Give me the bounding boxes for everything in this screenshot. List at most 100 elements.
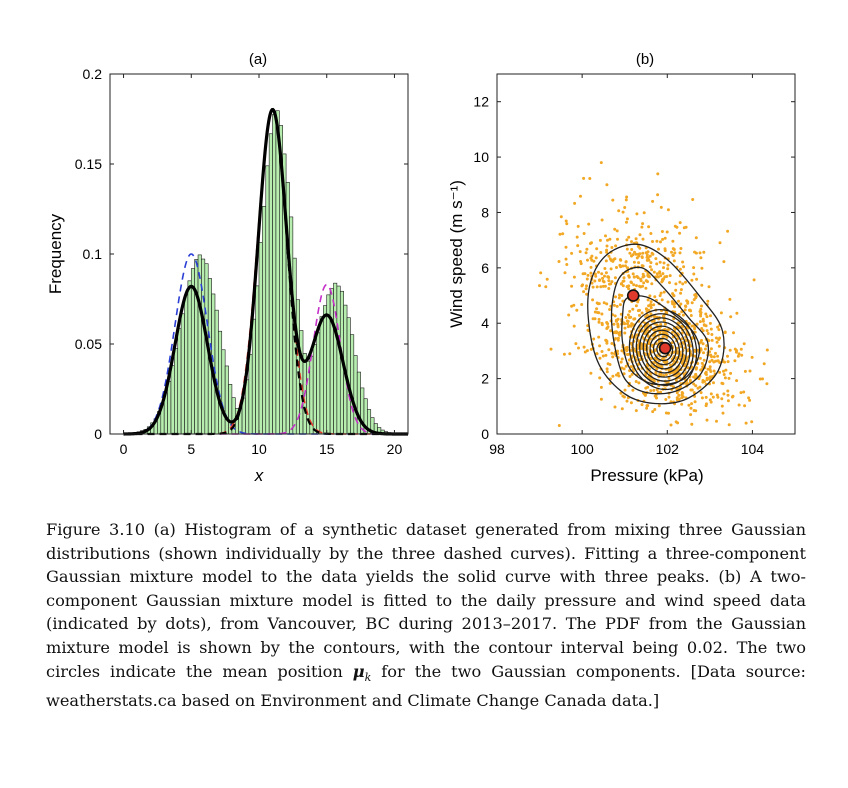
data-point [654, 257, 658, 261]
data-point [665, 230, 669, 234]
data-point [567, 313, 571, 317]
data-point [671, 239, 675, 243]
data-point [656, 391, 660, 394]
data-point [624, 260, 628, 264]
data-point [701, 380, 705, 384]
data-point [582, 176, 586, 180]
data-point [662, 290, 666, 294]
data-point [692, 266, 696, 270]
data-point [575, 235, 579, 239]
data-point [636, 244, 640, 248]
data-point [659, 390, 663, 394]
data-point [737, 352, 741, 356]
data-point [700, 361, 704, 365]
data-point [659, 205, 663, 209]
data-point [613, 227, 617, 231]
data-point [568, 352, 572, 356]
data-point [678, 251, 682, 255]
data-point [704, 312, 708, 316]
data-point [658, 294, 662, 298]
data-point [605, 183, 609, 187]
data-point [611, 374, 615, 378]
data-point [545, 277, 549, 281]
panel-a-label: (a) [249, 51, 267, 68]
data-point [624, 264, 627, 268]
data-point [675, 368, 679, 372]
data-point [704, 370, 708, 374]
data-point [605, 370, 609, 374]
x-tick-label: 100 [570, 441, 594, 457]
caption-mu-subscript: k [364, 670, 372, 684]
data-point [596, 302, 600, 306]
data-point [625, 217, 629, 221]
data-point [625, 247, 629, 251]
data-point [638, 308, 641, 312]
data-point [650, 268, 654, 272]
data-point [631, 388, 635, 392]
data-point [706, 332, 710, 335]
data-point [735, 311, 739, 315]
data-point [727, 376, 731, 380]
data-point [716, 325, 720, 329]
data-point [726, 229, 730, 233]
data-point [734, 350, 738, 354]
data-point [649, 312, 653, 316]
data-point [644, 286, 648, 290]
data-point [582, 290, 586, 294]
data-point [610, 280, 614, 284]
data-point [663, 249, 667, 253]
data-point [605, 339, 609, 343]
data-point [732, 331, 735, 335]
histogram-bar [184, 294, 189, 435]
data-point [616, 322, 620, 326]
data-point [626, 313, 630, 317]
data-point [743, 369, 747, 373]
data-point [663, 275, 667, 279]
data-point [652, 303, 656, 307]
data-point [600, 312, 604, 316]
data-point [601, 276, 604, 280]
data-point [750, 355, 754, 359]
data-point [612, 303, 616, 307]
data-point [678, 267, 682, 271]
data-point [645, 406, 649, 410]
data-point [692, 382, 696, 386]
data-point [690, 324, 694, 328]
data-point [690, 278, 694, 282]
data-point [641, 264, 645, 268]
y-tick-label: 0.05 [75, 336, 102, 352]
data-point [707, 285, 711, 289]
data-point [662, 334, 666, 338]
data-point [638, 252, 642, 256]
data-point [723, 376, 727, 380]
data-point [705, 344, 709, 348]
data-point [606, 325, 610, 329]
data-point [613, 257, 617, 261]
data-point [590, 281, 594, 285]
data-point [635, 284, 638, 288]
data-point [614, 244, 618, 248]
data-point [687, 403, 691, 407]
data-point [705, 418, 709, 422]
contour-line [621, 295, 701, 386]
data-point [582, 232, 586, 235]
histogram-bar [245, 379, 250, 435]
data-point [722, 373, 726, 376]
data-point [661, 279, 665, 282]
data-point [664, 398, 668, 401]
data-point [702, 250, 706, 254]
data-point [710, 355, 713, 359]
data-point [606, 275, 610, 279]
data-point [664, 373, 668, 377]
data-point [699, 348, 703, 352]
data-point [704, 373, 708, 376]
data-point [689, 406, 693, 410]
data-point [628, 375, 632, 378]
histogram-bar [272, 114, 277, 435]
data-point [716, 395, 720, 399]
data-point [694, 236, 698, 240]
data-point [701, 317, 705, 321]
data-point [606, 238, 609, 242]
data-point [668, 274, 672, 278]
data-point [610, 342, 614, 345]
